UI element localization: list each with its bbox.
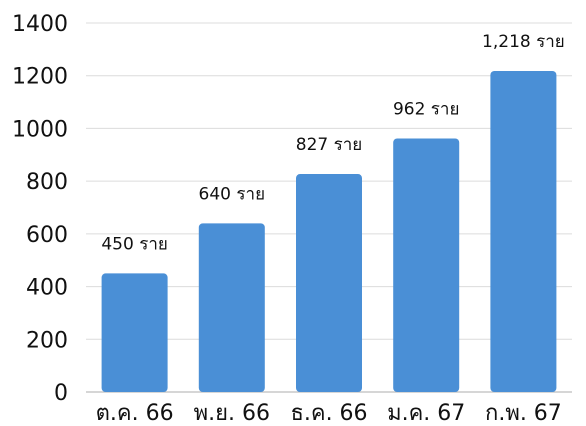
bar <box>101 273 168 392</box>
x-tick-label: ธ.ค. 66 <box>290 401 367 426</box>
data-label: 1,218 ราย <box>482 32 565 52</box>
data-label: 450 ราย <box>101 234 168 254</box>
bar <box>296 174 362 392</box>
y-tick-label: 1400 <box>12 12 68 37</box>
data-label: 827 ราย <box>296 135 363 155</box>
y-tick-label: 200 <box>26 328 68 353</box>
y-tick-label: 1200 <box>12 65 68 90</box>
y-tick-label: 400 <box>26 276 68 301</box>
y-tick-label: 1000 <box>12 117 68 142</box>
y-tick-label: 800 <box>26 170 68 195</box>
y-tick-label: 0 <box>54 381 68 406</box>
data-label: 640 ราย <box>199 184 266 204</box>
x-tick-label: ม.ค. 67 <box>387 401 465 426</box>
bar <box>198 223 265 392</box>
x-tick-label: ก.พ. 67 <box>485 401 562 426</box>
x-tick-label: พ.ย. 66 <box>194 401 270 426</box>
bar <box>490 70 557 392</box>
y-tick-label: 600 <box>26 223 68 248</box>
data-label: 962 ราย <box>393 99 460 119</box>
bar <box>393 138 460 392</box>
x-tick-label: ต.ค. 66 <box>96 401 174 426</box>
